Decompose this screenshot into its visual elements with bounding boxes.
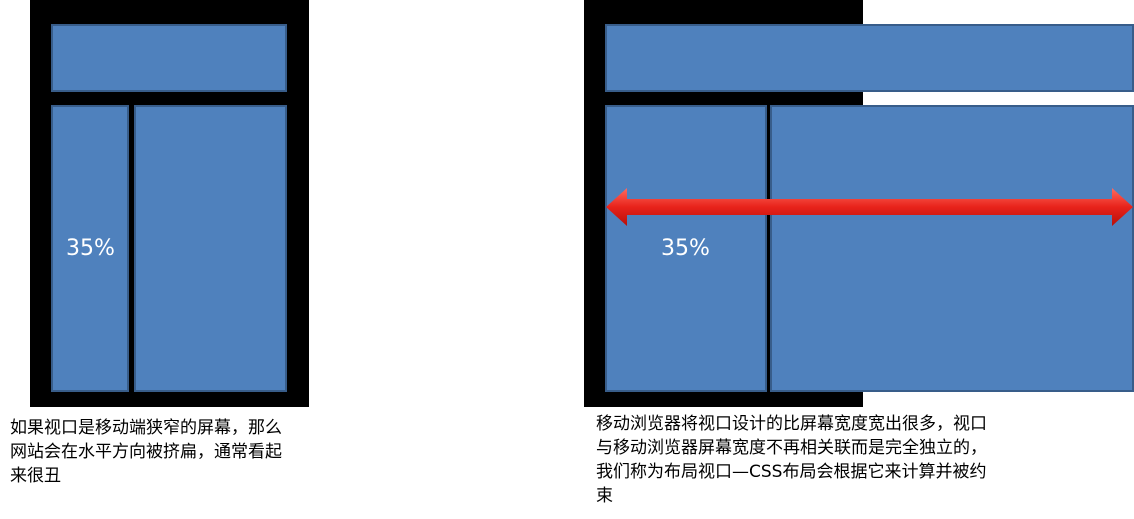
right-column-percentage-label: 35%: [661, 236, 710, 261]
left-header-block: [51, 24, 287, 92]
left-column-percentage-label: 35%: [66, 236, 115, 261]
left-caption: 如果视口是移动端狭窄的屏幕，那么 网站会在水平方向被挤扁，通常看起 来很丑: [10, 418, 282, 486]
left-main-column: [134, 105, 287, 392]
right-caption: 移动浏览器将视口设计的比屏幕宽度宽出很多，视口 与移动浏览器屏幕宽度不再相关联而…: [596, 414, 987, 506]
right-header-block: [605, 24, 1134, 92]
right-sidebar-column: [605, 105, 767, 392]
left-sidebar-column: [51, 105, 129, 392]
right-main-column: [770, 105, 1134, 392]
